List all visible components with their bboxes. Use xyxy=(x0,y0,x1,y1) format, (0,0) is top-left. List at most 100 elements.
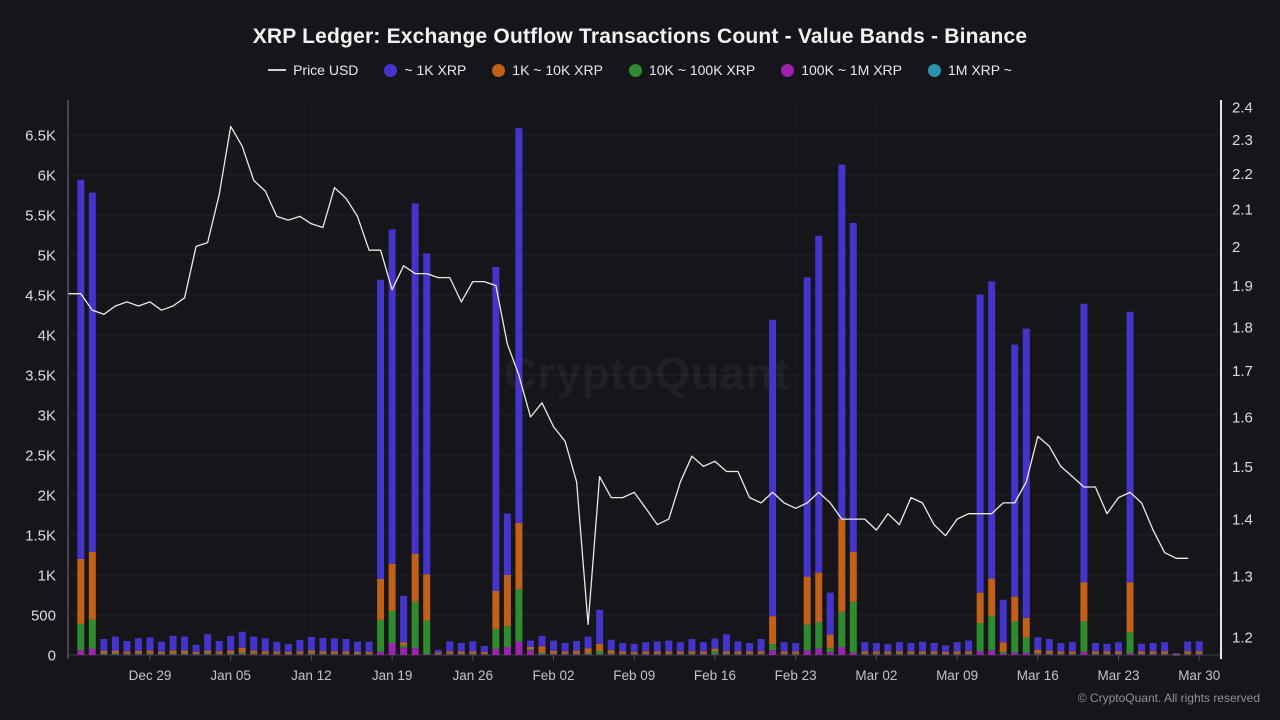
bar-segment[interactable] xyxy=(457,654,465,656)
bar-segment[interactable] xyxy=(861,653,869,655)
bar-segment[interactable] xyxy=(550,640,558,651)
bar-segment[interactable] xyxy=(1161,653,1169,655)
bar-segment[interactable] xyxy=(872,643,880,652)
bar-segment[interactable] xyxy=(434,649,442,653)
bar-segment[interactable] xyxy=(849,223,857,552)
bar-segment[interactable] xyxy=(965,653,973,655)
bar-segment[interactable] xyxy=(307,654,315,655)
bar-segment[interactable] xyxy=(296,653,304,655)
bar-segment[interactable] xyxy=(953,654,961,656)
bar-segment[interactable] xyxy=(469,654,477,656)
bar-segment[interactable] xyxy=(1080,621,1088,652)
bar-segment[interactable] xyxy=(1080,303,1088,583)
bar-segment[interactable] xyxy=(630,651,638,654)
bar-segment[interactable] xyxy=(769,644,777,651)
bar-segment[interactable] xyxy=(319,653,327,655)
bar-segment[interactable] xyxy=(273,653,281,655)
bar-segment[interactable] xyxy=(826,592,834,635)
bar-segment[interactable] xyxy=(918,641,926,652)
bar-segment[interactable] xyxy=(803,650,811,655)
bar-segment[interactable] xyxy=(192,653,200,655)
bar-segment[interactable] xyxy=(192,644,200,652)
bar-segment[interactable] xyxy=(561,643,569,652)
bar-segment[interactable] xyxy=(550,653,558,655)
bar-segment[interactable] xyxy=(146,654,154,655)
bar-segment[interactable] xyxy=(88,192,96,552)
legend-item-1m-xrp[interactable]: 1M XRP ~ xyxy=(928,62,1012,78)
bar-segment[interactable] xyxy=(400,642,408,646)
bar-segment[interactable] xyxy=(423,620,431,655)
bar-segment[interactable] xyxy=(111,653,119,655)
bar-segment[interactable] xyxy=(722,654,730,656)
bar-segment[interactable] xyxy=(965,651,973,654)
bar-segment[interactable] xyxy=(204,634,212,651)
bar-segment[interactable] xyxy=(77,559,85,624)
bar-segment[interactable] xyxy=(250,636,258,651)
bar-segment[interactable] xyxy=(803,624,811,651)
bar-segment[interactable] xyxy=(446,653,454,655)
bar-segment[interactable] xyxy=(573,654,581,656)
bar-segment[interactable] xyxy=(895,653,903,655)
bar-segment[interactable] xyxy=(400,595,408,643)
bar-segment[interactable] xyxy=(365,653,373,655)
bar-segment[interactable] xyxy=(158,651,166,654)
bar-segment[interactable] xyxy=(953,642,961,652)
bar-segment[interactable] xyxy=(619,651,627,654)
bar-segment[interactable] xyxy=(711,648,719,651)
bar-segment[interactable] xyxy=(1022,652,1030,655)
bar-segment[interactable] xyxy=(550,651,558,654)
bar-segment[interactable] xyxy=(584,653,592,655)
legend-item-price-usd[interactable]: Price USD xyxy=(268,62,358,78)
bar-segment[interactable] xyxy=(792,643,800,652)
bar-segment[interactable] xyxy=(100,639,108,651)
bar-segment[interactable] xyxy=(526,647,534,649)
bar-segment[interactable] xyxy=(953,653,961,655)
bar-segment[interactable] xyxy=(1091,653,1099,655)
bar-segment[interactable] xyxy=(849,551,857,602)
bar-segment[interactable] xyxy=(550,654,558,656)
bar-segment[interactable] xyxy=(999,642,1007,652)
bar-segment[interactable] xyxy=(1115,653,1122,655)
bar-segment[interactable] xyxy=(1149,654,1157,656)
bar-segment[interactable] xyxy=(111,636,119,651)
bar-segment[interactable] xyxy=(665,653,673,655)
bar-segment[interactable] xyxy=(561,654,569,656)
bar-segment[interactable] xyxy=(826,652,834,655)
bar-segment[interactable] xyxy=(307,653,315,655)
bar-segment[interactable] xyxy=(146,653,154,655)
bar-segment[interactable] xyxy=(181,650,189,653)
legend-item-1k-xrp[interactable]: ~ 1K XRP xyxy=(384,62,466,78)
bar-segment[interactable] xyxy=(1195,651,1203,654)
bar-segment[interactable] xyxy=(826,648,834,653)
bar-segment[interactable] xyxy=(1057,653,1065,655)
bar-segment[interactable] xyxy=(538,654,546,655)
bar-segment[interactable] xyxy=(123,651,131,654)
bar-segment[interactable] xyxy=(1103,651,1111,654)
bar-segment[interactable] xyxy=(861,651,869,654)
bar-segment[interactable] xyxy=(1080,651,1088,655)
bar-segment[interactable] xyxy=(227,653,235,655)
bar-segment[interactable] xyxy=(273,641,281,652)
bar-segment[interactable] xyxy=(261,654,269,656)
bar-segment[interactable] xyxy=(1034,654,1042,656)
bar-segment[interactable] xyxy=(181,654,189,655)
bar-segment[interactable] xyxy=(711,651,719,655)
bar-segment[interactable] xyxy=(296,639,304,652)
bar-segment[interactable] xyxy=(757,639,765,652)
bar-segment[interactable] xyxy=(204,650,212,653)
bar-segment[interactable] xyxy=(330,651,338,654)
bar-segment[interactable] xyxy=(319,651,327,654)
bar-segment[interactable] xyxy=(642,654,650,656)
bar-segment[interactable] xyxy=(77,623,85,651)
bar-segment[interactable] xyxy=(227,654,235,655)
bar-segment[interactable] xyxy=(1057,654,1065,656)
bar-segment[interactable] xyxy=(1172,654,1180,655)
bar-segment[interactable] xyxy=(976,623,984,651)
bar-segment[interactable] xyxy=(942,653,950,655)
bar-segment[interactable] xyxy=(838,519,846,612)
bar-segment[interactable] xyxy=(803,277,811,577)
bar-segment[interactable] xyxy=(607,654,615,656)
bar-segment[interactable] xyxy=(792,653,800,655)
bar-segment[interactable] xyxy=(469,653,477,655)
bar-segment[interactable] xyxy=(861,654,869,656)
